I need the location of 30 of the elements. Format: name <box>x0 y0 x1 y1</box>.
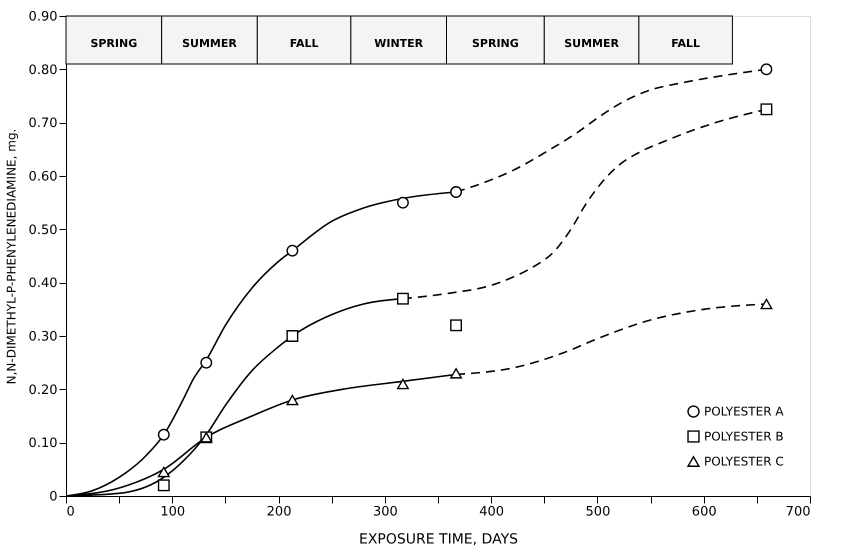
x-tick-label: 200 <box>266 504 292 520</box>
x-axis-title: EXPOSURE TIME, DAYS <box>358 532 518 548</box>
x-tick-label: 0 <box>66 504 75 520</box>
x-tick-label: 600 <box>692 504 717 520</box>
y-tick-label: 0.80 <box>28 62 58 78</box>
y-tick-label: 0.20 <box>28 382 58 398</box>
x-tick-label: 300 <box>372 504 398 520</box>
band-label: FALL <box>671 37 700 50</box>
y-tick-label: 0.30 <box>28 330 58 344</box>
y-tick-label: 0 <box>49 490 58 504</box>
band-label: SUMMER <box>182 37 238 50</box>
band-label: SPRING <box>90 37 138 50</box>
band-label: SUMMER <box>564 37 620 50</box>
y-tick-label: 0.50 <box>28 222 58 238</box>
legend-label: POLYESTER B <box>704 430 784 444</box>
x-tick-label: 500 <box>586 504 610 520</box>
y-tick-label: 0.90 <box>28 10 58 24</box>
y-tick-label: 0.10 <box>28 436 58 452</box>
x-tick-label: 700 <box>786 504 810 520</box>
y-tick-label: 0.60 <box>28 170 58 184</box>
y-tick-label: 0.40 <box>28 276 58 292</box>
x-tick-label: 400 <box>479 504 504 520</box>
band-label: FALL <box>290 37 318 50</box>
band-label: SPRING <box>472 37 519 50</box>
legend-label: POLYESTER A <box>704 404 784 418</box>
y-tick-label: 0.70 <box>28 116 58 132</box>
y-axis-title: N,N-DIMETHYL-P-PHENYLENEDIAMINE, mg. <box>4 128 19 384</box>
x-tick-label: 100 <box>160 504 186 520</box>
band-label: WINTER <box>374 37 424 50</box>
legend-label: POLYESTER C <box>704 454 784 468</box>
